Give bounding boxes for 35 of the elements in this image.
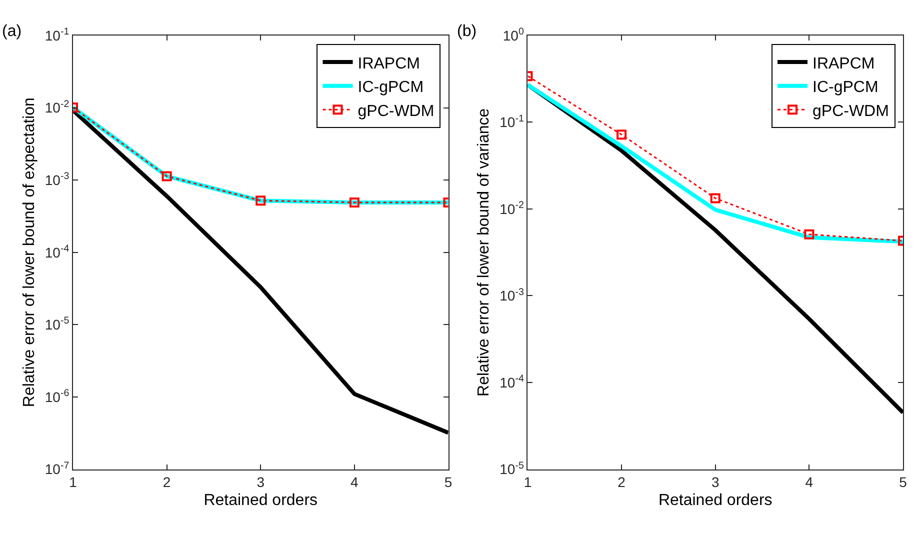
legend-label: IRAPCM <box>812 55 875 72</box>
chart-title: (a) <box>2 23 22 40</box>
y-axis-title: Relative error of lower bound of expectation <box>20 98 38 408</box>
legend-label: IC-gPCM <box>358 79 424 96</box>
x-axis-title: Retained orders <box>204 492 318 509</box>
y-tick-label: 10$^{-7}$ <box>44 460 70 478</box>
x-tick-label: 1 <box>69 474 78 490</box>
y-tick-label: 10$^{-5}$ <box>44 316 70 333</box>
x-tick-label: 1 <box>524 474 532 490</box>
y-tick-label: 10$^{-2}$ <box>44 98 70 116</box>
x-tick-label: 5 <box>444 474 452 490</box>
y-tick-label: 10$^{-3}$ <box>500 286 524 304</box>
y-tick-label: 10$^{-4}$ <box>500 374 524 390</box>
x-tick-label: 2 <box>618 474 626 490</box>
legend-label: IC-gPCM <box>812 79 878 96</box>
x-axis-title: Retained orders <box>658 492 772 509</box>
x-tick-label: 3 <box>256 474 265 490</box>
x-tick-label: 4 <box>350 474 359 490</box>
y-tick-label: 10$^{-5}$ <box>500 460 524 478</box>
legend-label: IRAPCM <box>358 55 420 72</box>
x-tick-label: 3 <box>711 474 720 490</box>
y-tick-label: 10$^{-2}$ <box>500 200 524 217</box>
y-tick-label: 10$^{-1}$ <box>500 113 524 130</box>
y-tick-label: 10$^{0}$ <box>502 26 524 44</box>
y-axis-title: Relative error of lower bound of variance <box>476 108 493 396</box>
y-tick-label: 10$^{-3}$ <box>44 171 70 188</box>
legend-label: gPC-WDM <box>358 102 434 120</box>
y-tick-label: 10$^{-6}$ <box>44 388 70 405</box>
y-tick-label: 10$^{-4}$ <box>44 243 70 260</box>
x-tick-label: 2 <box>162 474 171 490</box>
x-tick-label: 5 <box>899 474 908 490</box>
legend-label: gPC-WDM <box>812 102 889 120</box>
y-tick-label: 10$^{-1}$ <box>44 26 70 44</box>
x-tick-label: 4 <box>805 474 814 490</box>
chart-title: (b) <box>457 23 477 40</box>
